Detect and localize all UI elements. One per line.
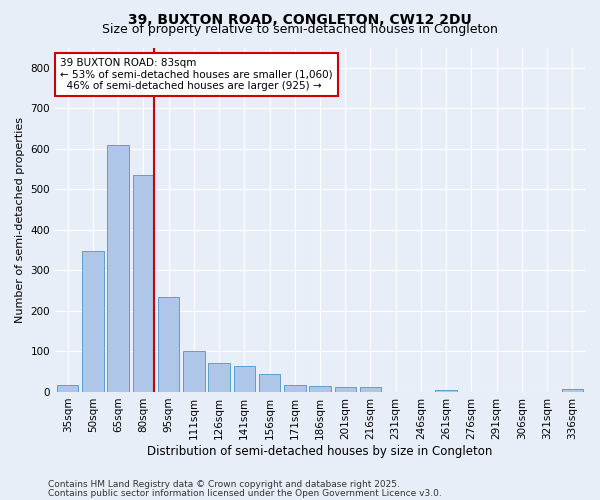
Bar: [107, 145, 129, 392]
Bar: [208, 363, 230, 392]
Bar: [133, 175, 154, 392]
Bar: [259, 374, 280, 392]
X-axis label: Distribution of semi-detached houses by size in Congleton: Distribution of semi-detached houses by …: [148, 444, 493, 458]
Text: 39, BUXTON ROAD, CONGLETON, CW12 2DU: 39, BUXTON ROAD, CONGLETON, CW12 2DU: [128, 12, 472, 26]
Text: Size of property relative to semi-detached houses in Congleton: Size of property relative to semi-detach…: [102, 22, 498, 36]
Bar: [284, 384, 305, 392]
Text: 39 BUXTON ROAD: 83sqm
← 53% of semi-detached houses are smaller (1,060)
  46% of: 39 BUXTON ROAD: 83sqm ← 53% of semi-deta…: [61, 58, 333, 91]
Bar: [360, 387, 381, 392]
Bar: [233, 366, 255, 392]
Bar: [183, 352, 205, 392]
Bar: [562, 388, 583, 392]
Text: Contains HM Land Registry data © Crown copyright and database right 2025.: Contains HM Land Registry data © Crown c…: [48, 480, 400, 489]
Y-axis label: Number of semi-detached properties: Number of semi-detached properties: [15, 116, 25, 322]
Bar: [82, 251, 104, 392]
Bar: [57, 384, 79, 392]
Text: Contains public sector information licensed under the Open Government Licence v3: Contains public sector information licen…: [48, 488, 442, 498]
Bar: [309, 386, 331, 392]
Bar: [335, 386, 356, 392]
Bar: [158, 296, 179, 392]
Bar: [436, 390, 457, 392]
